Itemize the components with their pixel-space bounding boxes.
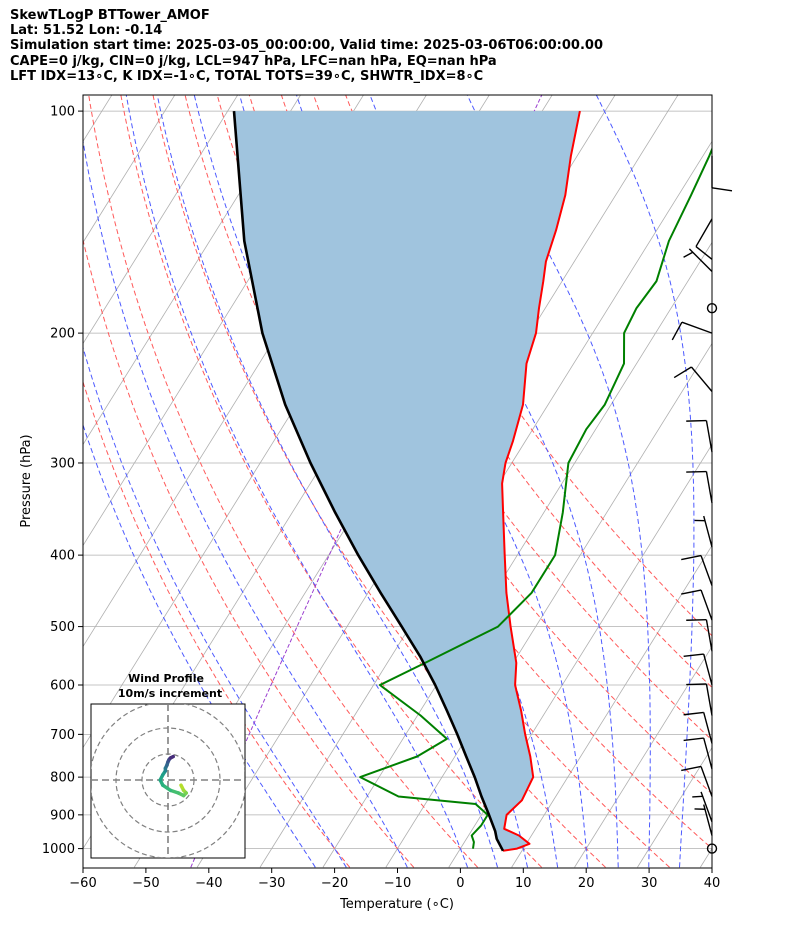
wind-barb-shaft	[705, 683, 713, 716]
wind-barb-shaft	[695, 218, 713, 247]
moist-adiabat-line	[83, 345, 347, 868]
title-block: SkewTLogP BTTower_AMOF Lat: 51.52 Lon: -…	[10, 8, 603, 84]
calm-wind-circle	[706, 843, 718, 854]
wind-barb-shaft	[700, 766, 713, 797]
x-tick-label: 20	[578, 876, 595, 891]
wind-barb-shaft	[681, 321, 713, 334]
wind-barb-shaft	[700, 589, 713, 621]
cin-shaded-area	[234, 111, 580, 851]
moist-adiabat-line	[466, 95, 651, 868]
hodograph-title: Wind Profile	[128, 672, 204, 685]
y-tick-label: 700	[50, 728, 75, 743]
x-tick-label: 30	[641, 876, 658, 891]
parcel-profile-line	[232, 110, 505, 852]
x-tick-label: 0	[456, 876, 464, 891]
wind-barb-flag	[681, 765, 702, 772]
wind-barb-flag	[683, 711, 704, 716]
chart-title: SkewTLogP BTTower_AMOF	[10, 8, 210, 23]
wind-barb-shaft	[700, 791, 713, 823]
wind-barb-shaft	[703, 804, 713, 836]
wind-barb-shaft	[700, 555, 713, 586]
wind-barb-shaft	[703, 737, 713, 770]
y-tick-label: 800	[50, 771, 75, 786]
isotherm-line	[322, 241, 712, 868]
dry-adiabat-line	[152, 95, 606, 868]
cape-line: CAPE=0 j/kg, CIN=0 j/kg, LCL=947 hPa, LF…	[10, 53, 497, 69]
x-tick-label: 40	[704, 876, 721, 891]
wind-barb-flag	[681, 554, 702, 561]
moist-adiabat-line	[83, 137, 408, 868]
hodograph-trace-segment	[168, 754, 175, 760]
wind-barb-flag	[686, 683, 707, 686]
wind-barb-shaft	[690, 366, 713, 392]
isotherm-line	[259, 140, 712, 868]
wind-barb-flag	[686, 619, 707, 621]
dry-adiabat-line	[120, 95, 542, 868]
y-tick-label: 900	[50, 808, 75, 823]
wind-barb-shaft	[703, 712, 713, 744]
wind-barb-flag	[671, 321, 683, 341]
y-tick-label: 500	[50, 620, 75, 635]
wind-barb-flag	[692, 795, 703, 798]
dewpoint-profile-line	[359, 146, 712, 849]
y-tick-label: 300	[50, 456, 75, 471]
wind-barb-shaft	[703, 515, 713, 548]
x-tick-label: −30	[258, 876, 285, 891]
y-tick-label: 600	[50, 678, 75, 693]
y-axis-label: Pressure (hPa)	[19, 434, 34, 527]
wind-barb-flag	[686, 419, 707, 422]
calm-wind-circle	[706, 302, 718, 314]
wind-barb-flag	[683, 653, 704, 658]
dry-adiabat-line	[83, 380, 351, 868]
wind-barb-shaft	[705, 619, 713, 652]
wind-barb-flag	[686, 470, 707, 473]
y-tick-label: 1000	[42, 842, 75, 857]
index-line: LFT IDX=13∘C, K IDX=-1∘C, TOTAL TOTS=39∘…	[10, 68, 484, 84]
isotherm-line	[83, 95, 239, 345]
wind-barb-shaft	[705, 420, 713, 453]
y-tick-label: 100	[50, 105, 75, 120]
moist-adiabat-line	[595, 95, 695, 868]
dry-adiabat-line	[83, 237, 415, 868]
x-tick-label: −60	[69, 876, 96, 891]
temperature-profile-line	[501, 110, 581, 852]
y-tick-label: 200	[50, 327, 75, 342]
time-line: Simulation start time: 2025-03-05_00:00:…	[10, 38, 603, 54]
x-tick-label: −10	[384, 876, 411, 891]
x-tick-label: −40	[195, 876, 222, 891]
wind-barb-flag	[695, 246, 713, 260]
wind-barb-flag	[681, 589, 702, 595]
isotherm-line	[83, 95, 176, 244]
wind-barb-shaft	[688, 248, 713, 272]
hodograph-subtitle: 10m/s increment	[118, 687, 222, 700]
x-tick-label: −50	[132, 876, 159, 891]
location-line: Lat: 51.52 Lon: -0.14	[10, 23, 163, 39]
y-tick-label: 400	[50, 549, 75, 564]
dry-adiabat-line	[88, 95, 478, 868]
wind-barb-shaft	[705, 471, 713, 504]
x-axis-label: Temperature (∘C)	[339, 897, 454, 912]
wind-barb-shaft	[703, 653, 713, 686]
isotherm-line	[700, 847, 712, 868]
wind-barb-flag	[711, 187, 733, 192]
isotherm-line	[83, 95, 302, 446]
moist-adiabat-line	[125, 95, 468, 868]
moist-adiabat-line	[369, 95, 619, 868]
isotherm-line	[763, 77, 794, 867]
wind-barb-flag	[683, 737, 704, 742]
x-tick-label: −20	[321, 876, 348, 891]
wind-barb-flag	[683, 251, 694, 258]
isotherm-line	[574, 645, 712, 868]
isotherm-line	[637, 746, 712, 868]
wind-barb-flag	[673, 366, 692, 379]
x-tick-label: 10	[515, 876, 532, 891]
